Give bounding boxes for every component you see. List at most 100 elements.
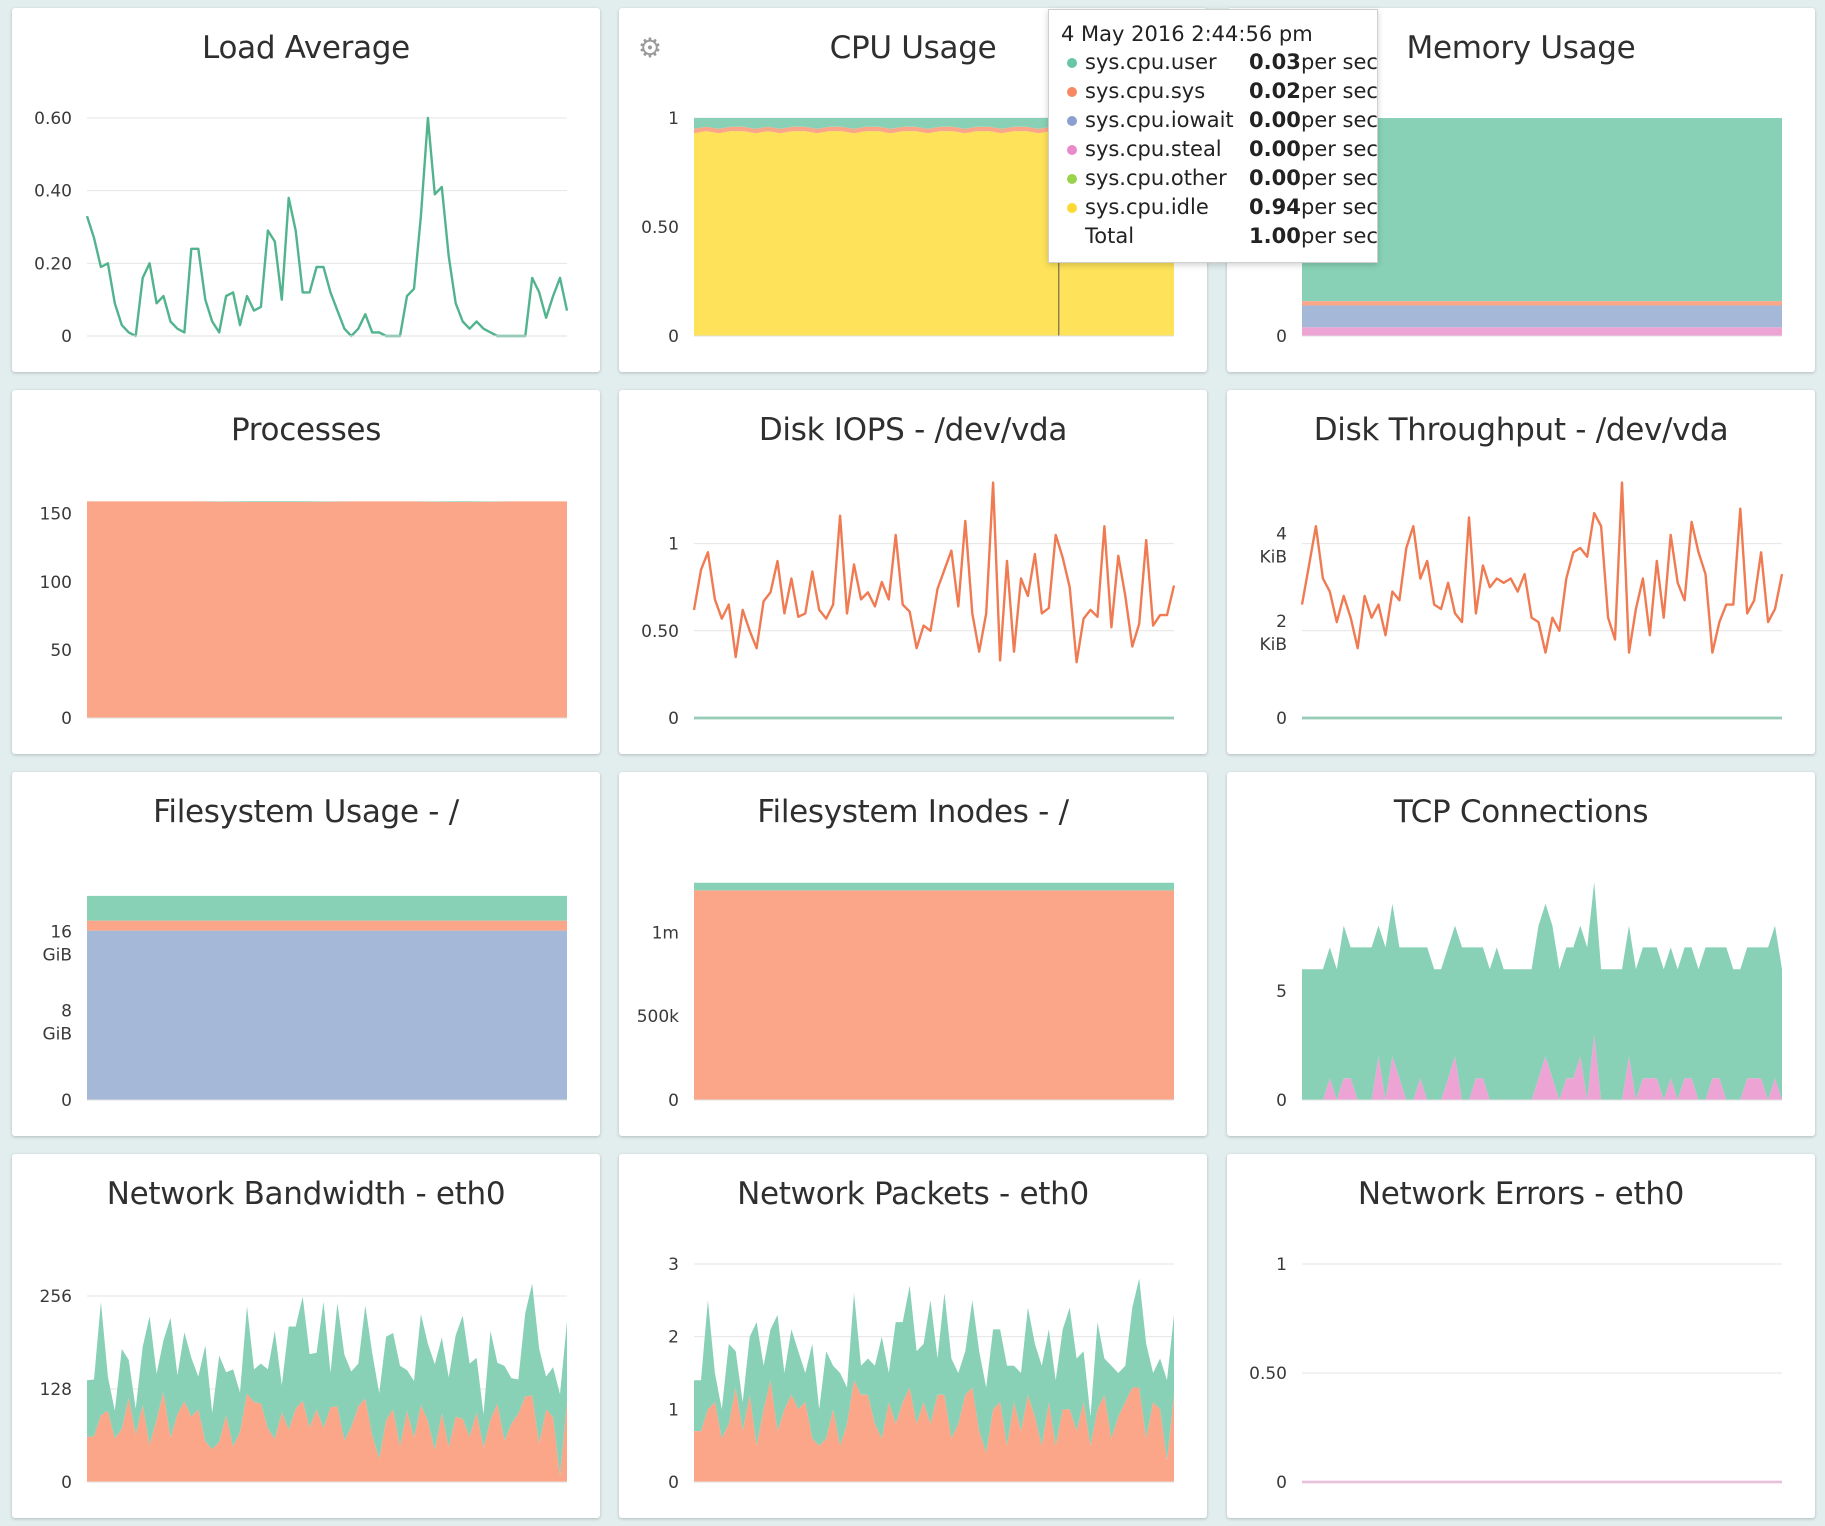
filesystem-usage-card: Filesystem Usage - / 0 8 GiB 16 GiB — [12, 772, 600, 1136]
tooltip-series-name: sys.cpu.other — [1085, 166, 1227, 190]
y-tick-unit: GiB — [42, 1025, 72, 1045]
disk-iops-card: Disk IOPS - /dev/vda 0 0.50 1 — [619, 390, 1207, 754]
tooltip-series-unit: per sec — [1301, 137, 1378, 161]
filesystem-usage-chart: 0 8 GiB 16 GiB — [42, 895, 567, 1111]
processes-card: Processes 0 50 100 150 — [12, 390, 600, 754]
y-tick-label: 1 — [668, 1400, 679, 1420]
series-area-1 — [1302, 882, 1782, 1100]
legend-dot-icon — [1067, 57, 1077, 68]
y-tick-label: 1 — [668, 535, 679, 555]
y-tick-label: 0 — [1276, 1091, 1287, 1111]
series-area-1 — [1302, 305, 1782, 328]
tooltip-series-unit: per sec — [1301, 79, 1378, 103]
series-area-0 — [694, 1380, 1174, 1482]
disk-throughput-chart: 0 2 KiB 4 KiB — [1259, 481, 1784, 729]
y-tick-label: 8 — [61, 1002, 72, 1022]
disk-throughput-card: Disk Throughput - /dev/vda 0 2 KiB 4 KiB — [1227, 390, 1815, 754]
memory-usage-chart: 0 — [1276, 118, 1782, 347]
tooltip-series-name: sys.cpu.steal — [1085, 137, 1222, 161]
tooltip-row: Total 1.00 per sec — [1061, 222, 1378, 251]
series-line-0 — [85, 116, 569, 338]
card-title: Filesystem Inodes - / — [757, 794, 1069, 830]
tooltip-series-unit: per sec — [1301, 108, 1378, 132]
processes-chart: 0 50 100 150 — [40, 501, 567, 729]
y-tick-label: 128 — [40, 1380, 72, 1400]
series-line-0 — [1300, 481, 1784, 654]
y-tick-label: 150 — [40, 505, 72, 525]
disk-iops-chart: 0 0.50 1 — [641, 481, 1176, 729]
filesystem-inodes-chart: 0 500k 1m — [637, 882, 1174, 1111]
network-packets-card: Network Packets - eth0 0 1 2 3 — [619, 1154, 1207, 1518]
y-tick-label: 0 — [1276, 327, 1287, 347]
tooltip-series-value: 0.00 — [1249, 108, 1301, 132]
card-title: Disk Throughput - /dev/vda — [1313, 412, 1729, 448]
card-title: Filesystem Usage - / — [153, 794, 459, 830]
series-area-2 — [1302, 301, 1782, 306]
tooltip-series-name: sys.cpu.user — [1085, 50, 1217, 74]
y-tick-label: 0 — [668, 1473, 679, 1493]
y-tick-label: 0 — [1276, 709, 1287, 729]
tooltip-series-value: 0.02 — [1249, 79, 1301, 103]
card-title: CPU Usage — [829, 30, 997, 66]
cpu-tooltip: 4 May 2016 2:44:56 pm sys.cpu.user 0.03 pe… — [1048, 9, 1378, 263]
y-tick-label: 0 — [61, 1473, 72, 1493]
card-title: Processes — [230, 412, 382, 448]
tooltip-series-name: sys.cpu.idle — [1085, 195, 1209, 219]
y-tick-label: 100 — [40, 573, 72, 593]
series-area-1 — [87, 920, 567, 931]
y-tick-label: 50 — [50, 641, 72, 661]
tooltip-series-name: sys.cpu.iowait — [1085, 108, 1234, 132]
legend-dot-icon — [1067, 86, 1077, 97]
series-area-1 — [87, 1283, 567, 1477]
tooltip-series-unit: per sec — [1301, 224, 1378, 248]
y-tick-label: 500k — [637, 1007, 679, 1027]
gear-icon[interactable]: ⚙ — [637, 33, 663, 64]
tooltip-row: sys.cpu.other 0.00 per sec — [1061, 164, 1378, 193]
series-area-0 — [87, 501, 567, 718]
tcp-connections-chart: 05 — [1276, 882, 1782, 1111]
load-average-chart: 0 0.20 0.40 0.60 — [34, 109, 569, 347]
network-errors-card: Network Errors - eth0 0 0.50 1 — [1227, 1154, 1815, 1518]
y-tick-label: 3 — [668, 1255, 679, 1275]
series-area-0 — [1302, 1034, 1782, 1100]
y-tick-label: 0 — [1276, 1473, 1287, 1493]
series-area-0 — [694, 890, 1174, 1100]
series-area-1 — [87, 501, 567, 502]
y-tick-label: 16 — [50, 922, 72, 942]
tooltip-series-value: 0.94 — [1249, 195, 1301, 219]
series-line-0 — [692, 481, 1176, 664]
tooltip-time: 4 May 2016 2:44:56 pm — [1061, 22, 1313, 46]
y-tick-label: 5 — [1276, 982, 1287, 1002]
tooltip-row: sys.cpu.steal 0.00 per sec — [1061, 135, 1378, 164]
series-area-1 — [694, 1278, 1174, 1461]
tooltip-row: sys.cpu.sys 0.02 per sec — [1061, 77, 1378, 106]
series-area-0 — [87, 930, 567, 1100]
y-tick-label: 0 — [668, 1091, 679, 1111]
tooltip-row: sys.cpu.iowait 0.00 per sec — [1061, 106, 1378, 135]
y-tick-label: 2 — [1276, 612, 1287, 632]
y-tick-label: 0 — [61, 1091, 72, 1111]
network-bandwidth-card: Network Bandwidth - eth0 0 128 256 — [12, 1154, 600, 1518]
legend-dot-icon — [1067, 202, 1077, 213]
y-tick-label: 2 — [668, 1328, 679, 1348]
card-title: Disk IOPS - /dev/vda — [758, 412, 1068, 448]
network-bandwidth-chart: 0 128 256 — [40, 1283, 567, 1493]
tooltip-series-value: 0.03 — [1249, 50, 1301, 74]
y-tick-label: 0.50 — [641, 218, 679, 238]
legend-dot-icon — [1067, 173, 1077, 184]
series-area-0 — [1302, 327, 1782, 336]
y-tick-label: 0.60 — [34, 109, 72, 129]
y-tick-label: 0 — [668, 709, 679, 729]
y-tick-label: 0.20 — [34, 254, 72, 274]
y-tick-label: 1m — [652, 923, 679, 943]
y-tick-label: 0.50 — [1249, 1364, 1287, 1384]
y-tick-label: 0.40 — [34, 182, 72, 202]
y-tick-label: 0 — [668, 327, 679, 347]
tooltip-row: sys.cpu.idle 0.94 per sec — [1061, 193, 1378, 222]
y-tick-label: 0 — [61, 327, 72, 347]
tooltip-rows: sys.cpu.user 0.03 per sec sys.cpu.sys 0.02 pe… — [1061, 48, 1378, 251]
y-tick-label: 1 — [668, 109, 679, 129]
y-tick-unit: KiB — [1259, 548, 1287, 568]
tooltip-series-value: 0.00 — [1249, 166, 1301, 190]
